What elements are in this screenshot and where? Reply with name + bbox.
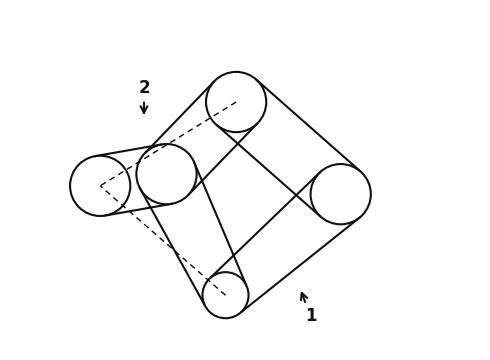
Text: 1: 1 [301, 293, 317, 325]
Text: 2: 2 [138, 79, 150, 113]
